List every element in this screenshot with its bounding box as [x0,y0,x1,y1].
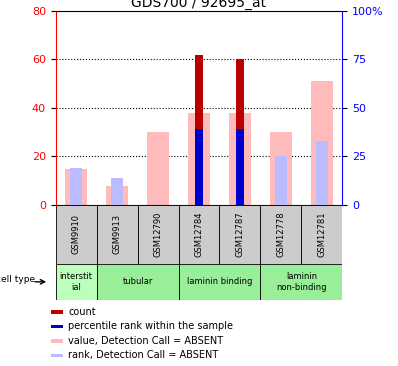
Bar [56,264,97,300]
Text: percentile rank within the sample: percentile rank within the sample [68,321,233,332]
Bar [316,141,328,205]
Bar [106,186,129,205]
Text: laminin
non-binding: laminin non-binding [276,272,327,292]
Bar [195,129,203,205]
Bar [269,132,292,205]
Text: GSM12784: GSM12784 [195,212,203,257]
Bar [51,325,63,328]
Text: tubular: tubular [123,277,153,286]
Text: laminin binding: laminin binding [187,277,252,286]
Text: GSM12778: GSM12778 [276,212,285,257]
Bar [65,169,88,205]
Bar [70,168,82,205]
Bar [260,205,301,264]
Text: rank, Detection Call = ABSENT: rank, Detection Call = ABSENT [68,351,219,361]
Bar [147,132,169,205]
Bar [260,264,342,300]
Bar [138,205,179,264]
Text: GSM9913: GSM9913 [113,214,122,254]
Bar [229,113,251,205]
Text: GSM12781: GSM12781 [317,212,326,257]
Bar [97,205,138,264]
Bar [51,339,63,343]
Text: GSM9910: GSM9910 [72,214,81,254]
Text: value, Detection Call = ABSENT: value, Detection Call = ABSENT [68,336,223,346]
Bar [236,129,244,205]
Bar [236,60,244,205]
Bar [51,354,63,357]
Bar [51,310,63,314]
Bar [179,205,219,264]
Title: GDS700 / 92695_at: GDS700 / 92695_at [131,0,267,10]
Text: GSM12787: GSM12787 [236,212,244,257]
Text: GSM12790: GSM12790 [154,212,162,257]
Bar [97,264,179,300]
Bar [301,205,342,264]
Bar [56,205,97,264]
Bar [179,264,260,300]
Text: interstit
ial: interstit ial [60,272,93,292]
Bar [310,81,333,205]
Bar [195,55,203,205]
Text: cell type: cell type [0,276,35,284]
Bar [275,157,287,205]
Bar [188,113,210,205]
Text: count: count [68,307,96,317]
Bar [111,178,123,205]
Bar [219,205,260,264]
